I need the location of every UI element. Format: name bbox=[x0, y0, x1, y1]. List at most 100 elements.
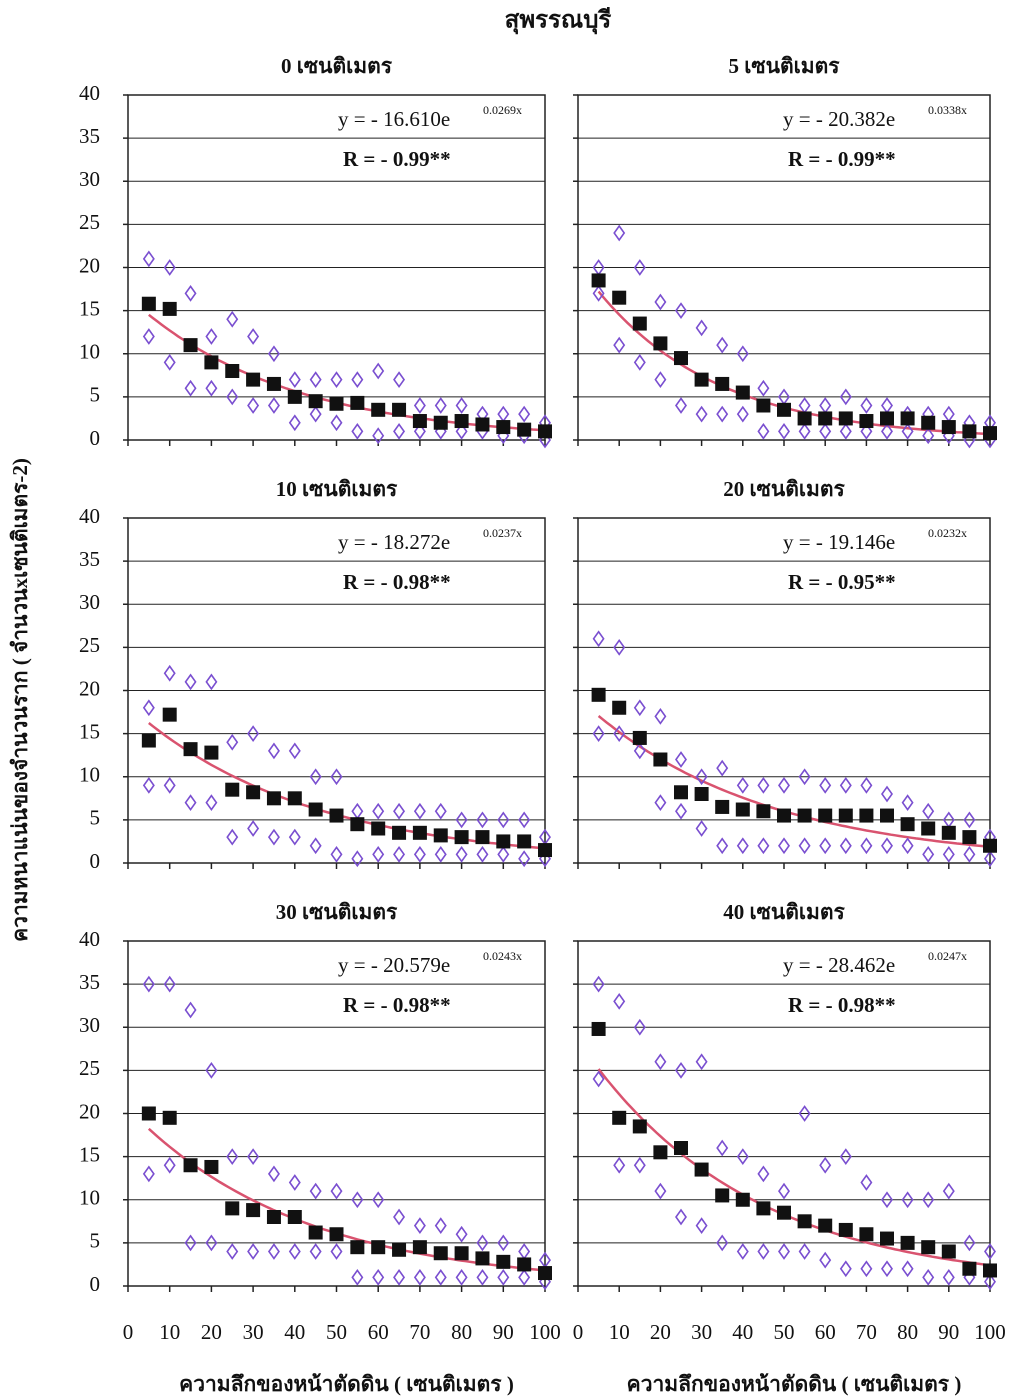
x-tick-label: 50 bbox=[774, 1320, 795, 1344]
x-tick-label: 10 bbox=[609, 1320, 630, 1344]
mean-point bbox=[392, 402, 407, 417]
y-tick-label: 30 bbox=[79, 590, 100, 614]
observation bbox=[267, 1243, 280, 1260]
mean-point bbox=[921, 1240, 936, 1255]
observation bbox=[226, 1243, 239, 1260]
x-tick-label: 30 bbox=[243, 1320, 264, 1344]
observation bbox=[476, 845, 489, 863]
observation bbox=[654, 293, 667, 311]
mean-point bbox=[517, 834, 532, 849]
observation bbox=[716, 1234, 729, 1252]
mean-point bbox=[308, 1225, 323, 1240]
mean-point bbox=[204, 355, 219, 370]
observation bbox=[434, 802, 447, 820]
observation bbox=[695, 768, 708, 786]
mean-point bbox=[900, 411, 915, 426]
observation bbox=[860, 1174, 873, 1191]
mean-point bbox=[392, 825, 407, 840]
equation: y = - 20.579e bbox=[338, 953, 450, 977]
observation bbox=[757, 1165, 770, 1183]
correlation: R = - 0.98** bbox=[343, 570, 451, 594]
observation bbox=[778, 1243, 790, 1260]
observation bbox=[592, 284, 605, 302]
observation bbox=[163, 353, 176, 371]
mean-point bbox=[141, 733, 156, 748]
mean-point bbox=[371, 821, 386, 836]
observation bbox=[267, 397, 280, 414]
y-tick-label: 10 bbox=[79, 340, 100, 364]
observation bbox=[757, 837, 770, 855]
observation bbox=[518, 811, 531, 829]
observation bbox=[839, 422, 852, 440]
observation bbox=[372, 1269, 385, 1286]
mean-point bbox=[412, 1240, 427, 1255]
equation-exponent: 0.0338x bbox=[928, 103, 967, 117]
observation bbox=[184, 379, 197, 397]
observation bbox=[309, 837, 322, 855]
x-tick-label: 20 bbox=[201, 1320, 222, 1344]
observation bbox=[778, 776, 790, 794]
observation bbox=[613, 224, 626, 242]
observation bbox=[613, 992, 626, 1010]
observation bbox=[330, 845, 343, 863]
mean-point bbox=[287, 1210, 302, 1224]
observation bbox=[984, 850, 996, 868]
mean-point bbox=[674, 785, 688, 800]
observation bbox=[716, 336, 729, 354]
observation bbox=[476, 1269, 489, 1286]
mean-point bbox=[141, 1106, 156, 1121]
mean-point bbox=[517, 422, 532, 437]
x-tick-label: 70 bbox=[409, 1320, 430, 1344]
observation bbox=[613, 1156, 626, 1174]
observation bbox=[226, 1148, 239, 1166]
observation bbox=[247, 1243, 260, 1260]
mean-point bbox=[225, 782, 240, 797]
mean-point bbox=[859, 1227, 874, 1242]
observation bbox=[736, 1148, 749, 1166]
observation bbox=[819, 422, 832, 440]
correlation: R = - 0.99** bbox=[788, 147, 896, 171]
observation bbox=[798, 1243, 811, 1260]
observation bbox=[778, 1182, 790, 1200]
observation bbox=[942, 845, 955, 863]
observation bbox=[518, 850, 531, 868]
observation bbox=[309, 768, 322, 786]
mean-point bbox=[475, 417, 490, 432]
mean-point bbox=[454, 830, 469, 845]
observation bbox=[205, 673, 218, 691]
mean-point bbox=[818, 808, 833, 823]
mean-point bbox=[496, 834, 511, 849]
mean-point bbox=[962, 1261, 977, 1276]
observation bbox=[267, 345, 280, 363]
observation bbox=[654, 707, 667, 725]
mean-point bbox=[538, 1266, 552, 1281]
mean-point bbox=[632, 730, 647, 745]
observation bbox=[288, 414, 301, 432]
observation bbox=[592, 630, 605, 648]
observation bbox=[205, 1234, 218, 1252]
fit-curve bbox=[597, 290, 991, 436]
observation bbox=[142, 776, 155, 794]
y-axis-label: ความหนาแน่นของจำนวนราก ( จำนวนxเซนติเมตร… bbox=[8, 458, 32, 942]
observation bbox=[633, 1018, 646, 1036]
observation bbox=[351, 422, 364, 440]
mean-point bbox=[983, 1263, 997, 1278]
observation bbox=[288, 1174, 301, 1191]
observation bbox=[839, 837, 852, 855]
observation bbox=[819, 1156, 832, 1174]
observation bbox=[757, 422, 770, 440]
observation bbox=[881, 1260, 893, 1278]
observation bbox=[922, 802, 935, 820]
y-tick-label: 20 bbox=[79, 676, 100, 700]
observation bbox=[413, 397, 426, 414]
mean-point bbox=[287, 389, 302, 404]
equation: y = - 20.382e bbox=[783, 107, 895, 131]
observation bbox=[142, 250, 155, 268]
observation bbox=[633, 1156, 646, 1174]
observation bbox=[247, 725, 260, 743]
observation bbox=[288, 371, 301, 389]
observation bbox=[413, 1217, 426, 1235]
observation bbox=[695, 405, 708, 423]
observation bbox=[798, 837, 811, 855]
mean-point bbox=[538, 424, 552, 439]
